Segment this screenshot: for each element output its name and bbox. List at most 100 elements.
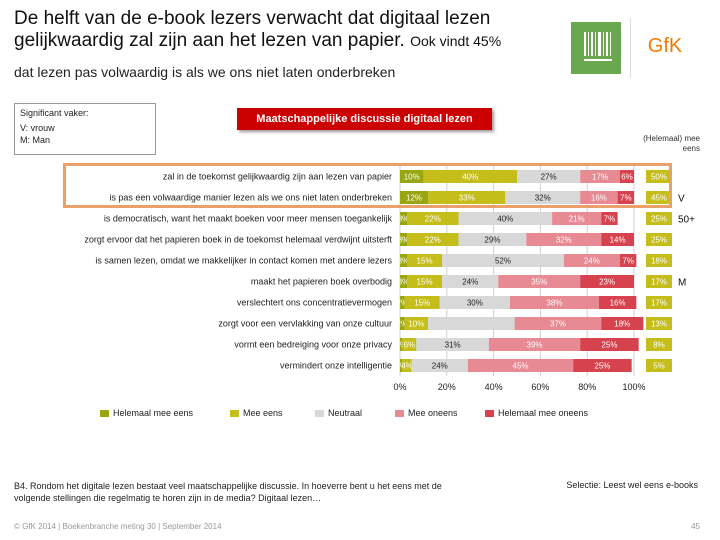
eens-total-label: 50% bbox=[651, 173, 667, 182]
eens-total-label: 17% bbox=[651, 278, 667, 287]
category-label: vormt een bedreiging voor onze privacy bbox=[234, 340, 392, 350]
category-label: zorgt voor een vervlakking van onze cult… bbox=[218, 319, 392, 329]
bar-segment bbox=[498, 275, 581, 288]
publisher-logo bbox=[571, 22, 621, 74]
data-label: 24% bbox=[584, 257, 600, 266]
significance-line-m: M: Man bbox=[20, 135, 51, 145]
bar-segment bbox=[400, 233, 408, 246]
chart-legend: Helemaal mee eens Mee eens Neutraal Mee one… bbox=[100, 405, 640, 421]
data-label: 16% bbox=[591, 194, 607, 203]
significance-mark: M bbox=[678, 278, 686, 289]
legend-item: Mee eens bbox=[230, 408, 283, 418]
eens-total-label: 25% bbox=[651, 215, 667, 224]
category-label: verslechtert ons concentratievermogen bbox=[237, 298, 392, 308]
eens-total-box bbox=[646, 191, 672, 204]
significance-mark: 50+ bbox=[678, 215, 695, 226]
eens-total-label: 18% bbox=[651, 257, 667, 266]
data-label: 7% bbox=[622, 257, 634, 266]
legend-label: Mee eens bbox=[243, 408, 283, 418]
bar-segment bbox=[407, 212, 459, 225]
legend-swatch bbox=[485, 410, 494, 418]
data-label: 25% bbox=[601, 341, 617, 350]
data-label: 24% bbox=[462, 278, 478, 287]
slide-subtitle: dat lezen pas volwaardig is als we ons n… bbox=[14, 64, 396, 80]
bar-segment bbox=[505, 191, 581, 204]
data-label: 40% bbox=[497, 215, 513, 224]
bar-segment bbox=[407, 254, 443, 267]
data-label: 52% bbox=[495, 257, 511, 266]
x-tick-label: 0% bbox=[393, 382, 406, 392]
legend-swatch bbox=[315, 410, 324, 418]
bar-segment bbox=[404, 296, 440, 309]
title-tail: Ook vindt 45% bbox=[410, 33, 502, 49]
legend-swatch bbox=[395, 410, 404, 418]
legend-swatch bbox=[100, 410, 109, 418]
eens-total-box bbox=[646, 254, 672, 267]
bar-segment bbox=[467, 359, 574, 372]
legend-label: Helemaal mee eens bbox=[113, 408, 194, 418]
topic-banner: Maatschappelijke discussie digitaal leze… bbox=[237, 108, 492, 130]
gfk-logo: GfK bbox=[640, 20, 690, 70]
svg-text:GfK: GfK bbox=[648, 35, 683, 57]
category-label: is pas een volwaardige manier lezen als … bbox=[109, 193, 392, 203]
bar-segment bbox=[601, 212, 618, 225]
bar-segment bbox=[619, 254, 637, 267]
eens-total-label: 17% bbox=[651, 299, 667, 308]
data-label: 4% bbox=[401, 362, 413, 371]
bar-segment bbox=[411, 359, 468, 372]
eens-column-header: (Helemaal) mee eens bbox=[643, 134, 700, 153]
bar-segment bbox=[428, 317, 515, 330]
barcode-icon bbox=[584, 32, 612, 61]
eens-total-box bbox=[646, 296, 672, 309]
bar-segment bbox=[407, 275, 443, 288]
data-label: 15% bbox=[414, 299, 430, 308]
x-tick-label: 20% bbox=[438, 382, 456, 392]
bar-segment bbox=[416, 338, 489, 351]
data-label: 25% bbox=[594, 362, 610, 371]
eens-total-box bbox=[646, 359, 672, 372]
bar-segment bbox=[573, 359, 632, 372]
data-label: 3% bbox=[398, 215, 410, 224]
data-label: 30% bbox=[467, 299, 483, 308]
eens-total-box bbox=[646, 338, 672, 351]
slide-title: De helft van de e-book lezers verwacht d… bbox=[14, 8, 559, 52]
bar-segment bbox=[619, 170, 634, 183]
bar-segment bbox=[601, 317, 644, 330]
data-label: 10% bbox=[404, 173, 420, 182]
bar-segment bbox=[598, 296, 637, 309]
bar-segment bbox=[601, 233, 634, 246]
logo-divider bbox=[630, 18, 631, 78]
data-label: 39% bbox=[527, 341, 543, 350]
bar-segment bbox=[402, 359, 412, 372]
bar-segment bbox=[514, 317, 602, 330]
data-label: 22% bbox=[425, 215, 441, 224]
footer-selection: Selectie: Leest wel eens e-books bbox=[566, 480, 698, 490]
legend-swatch bbox=[230, 410, 239, 418]
bar-segment bbox=[517, 170, 581, 183]
data-label: 37% bbox=[550, 320, 566, 329]
bar-segment bbox=[563, 254, 620, 267]
legend-item: Neutraal bbox=[315, 408, 362, 418]
data-label: 21% bbox=[569, 215, 585, 224]
data-label: 32% bbox=[535, 194, 551, 203]
bar-segment bbox=[400, 275, 408, 288]
data-label: 40% bbox=[462, 173, 478, 182]
data-label: 2% bbox=[397, 320, 409, 329]
category-label: is samen lezen, omdat we makkelijker in … bbox=[95, 256, 392, 266]
data-label: 7% bbox=[620, 194, 632, 203]
data-label: 10% bbox=[408, 320, 424, 329]
data-label: 12% bbox=[406, 194, 422, 203]
bar-segment bbox=[617, 191, 634, 204]
eens-total-box bbox=[646, 170, 672, 183]
footer-copyright: © GfK 2014 | Boekenbranche meting 30 | S… bbox=[14, 522, 222, 531]
bar-segment bbox=[439, 296, 510, 309]
legend-label: Neutraal bbox=[328, 408, 363, 418]
footer-question: B4. Rondom het digitale lezen bestaat ve… bbox=[14, 481, 442, 503]
category-label: vermindert onze intelligentie bbox=[280, 361, 392, 371]
eens-total-label: 8% bbox=[653, 341, 665, 350]
data-label: 24% bbox=[432, 362, 448, 371]
eens-total-label: 13% bbox=[651, 320, 667, 329]
legend-label: Mee oneens bbox=[408, 408, 458, 418]
data-label: 15% bbox=[417, 257, 433, 266]
category-label: zorgt ervoor dat het papieren boek in de… bbox=[84, 235, 392, 245]
